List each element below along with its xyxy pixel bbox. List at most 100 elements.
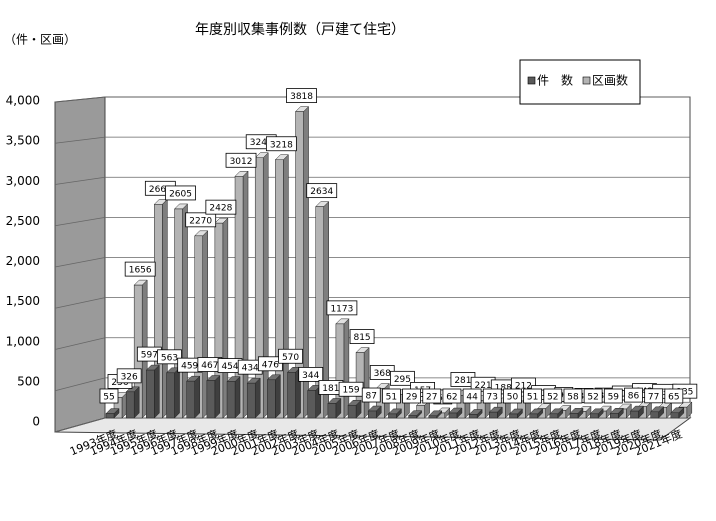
bar bbox=[589, 408, 604, 419]
wall-grid-line bbox=[54, 337, 106, 350]
bar-side bbox=[234, 375, 241, 419]
bar-front bbox=[468, 414, 478, 419]
value-label: 1656 bbox=[129, 266, 152, 276]
value-label-box bbox=[543, 388, 563, 404]
value-label: 326 bbox=[121, 372, 138, 382]
y-tick-label: 3,000 bbox=[6, 174, 40, 188]
value-label-box bbox=[583, 388, 603, 404]
bar-front bbox=[509, 413, 518, 419]
value-label: 454 bbox=[221, 362, 238, 372]
value-label-box bbox=[624, 387, 643, 403]
value-label: 44 bbox=[466, 393, 478, 403]
bar bbox=[670, 407, 685, 419]
bar bbox=[206, 374, 221, 419]
value-label-box bbox=[116, 368, 142, 384]
value-label: 476 bbox=[262, 360, 279, 370]
wall-grid-line bbox=[54, 176, 106, 185]
value-label-box bbox=[286, 88, 317, 104]
wall-grid-line bbox=[54, 257, 106, 268]
bar-front bbox=[234, 176, 244, 419]
y-tick-label: 2,000 bbox=[6, 254, 40, 268]
value-label-box bbox=[165, 185, 196, 201]
value-label-box bbox=[205, 199, 237, 215]
bar-front bbox=[287, 372, 296, 419]
value-label: 344 bbox=[302, 371, 319, 381]
value-label-box bbox=[326, 300, 358, 316]
bar-front bbox=[246, 382, 256, 419]
value-label: 3243 bbox=[250, 138, 273, 148]
legend-label: 区画数 bbox=[592, 73, 628, 88]
value-label: 281 bbox=[454, 376, 471, 386]
bar-front bbox=[630, 410, 639, 419]
y-tick-label: 2,500 bbox=[6, 214, 40, 228]
y-tick-label: 0 bbox=[32, 415, 40, 429]
bar bbox=[125, 386, 140, 419]
value-label: 570 bbox=[282, 353, 299, 363]
wall-grid-line bbox=[54, 136, 106, 144]
value-label: 368 bbox=[374, 369, 391, 379]
value-label-box bbox=[265, 136, 297, 152]
value-label-box bbox=[157, 349, 182, 365]
wall-grid-line bbox=[54, 297, 106, 309]
bar bbox=[226, 375, 241, 419]
bar-front bbox=[307, 390, 316, 419]
value-label: 55 bbox=[103, 393, 114, 403]
bar-side bbox=[214, 374, 221, 419]
y-axis-label: （件・区画） bbox=[4, 33, 76, 47]
bar bbox=[387, 408, 403, 419]
bar bbox=[428, 410, 443, 419]
value-label-box bbox=[402, 388, 421, 404]
value-label-box bbox=[390, 370, 415, 386]
value-label: 29 bbox=[406, 393, 418, 403]
bar bbox=[266, 374, 281, 419]
value-label: 87 bbox=[366, 392, 377, 402]
value-label: 295 bbox=[394, 375, 411, 385]
value-label: 3818 bbox=[290, 92, 313, 102]
chart-title: 年度別収集事例数（戸建て住宅） bbox=[195, 21, 405, 38]
wall-grid-line bbox=[54, 417, 106, 433]
value-label: 181 bbox=[322, 384, 339, 394]
bar-front bbox=[428, 415, 438, 419]
bar bbox=[327, 397, 342, 419]
bar-front bbox=[489, 411, 498, 419]
bar bbox=[488, 406, 503, 419]
value-label: 2270 bbox=[189, 216, 212, 226]
value-label: 51 bbox=[386, 393, 397, 403]
wall-grid-line bbox=[54, 377, 106, 392]
value-label-box bbox=[361, 387, 381, 403]
bar-front bbox=[186, 380, 195, 419]
bar-side bbox=[254, 377, 261, 419]
value-label: 62 bbox=[446, 393, 457, 403]
bar bbox=[569, 407, 584, 419]
bar-front bbox=[166, 372, 175, 419]
y-tick-label: 4,000 bbox=[6, 94, 40, 108]
legend-box bbox=[519, 59, 641, 105]
value-label-box bbox=[563, 388, 583, 404]
value-label-box bbox=[257, 356, 283, 372]
bar-front bbox=[529, 413, 538, 419]
value-label: 2605 bbox=[169, 189, 192, 199]
bar-side bbox=[262, 152, 269, 419]
bar-front bbox=[650, 411, 659, 419]
bar-side bbox=[242, 170, 249, 419]
bar-front bbox=[194, 235, 203, 419]
value-label-box bbox=[185, 212, 217, 228]
bar-front bbox=[254, 157, 264, 419]
bar-front bbox=[214, 222, 224, 419]
value-label-box bbox=[603, 388, 623, 404]
bar-front bbox=[335, 323, 345, 419]
bar-front bbox=[610, 413, 619, 419]
bar-front bbox=[347, 404, 357, 419]
value-label: 212 bbox=[515, 381, 532, 391]
bar bbox=[246, 377, 261, 419]
value-label-box bbox=[306, 183, 338, 199]
y-tick-label: 500 bbox=[17, 374, 40, 388]
value-label: 58 bbox=[567, 393, 579, 403]
value-label: 159 bbox=[342, 386, 359, 396]
y-tick-label: 3,500 bbox=[6, 134, 40, 148]
bar-front bbox=[315, 206, 324, 419]
legend-swatch bbox=[582, 76, 591, 85]
bar bbox=[629, 405, 645, 419]
bar bbox=[448, 407, 463, 419]
